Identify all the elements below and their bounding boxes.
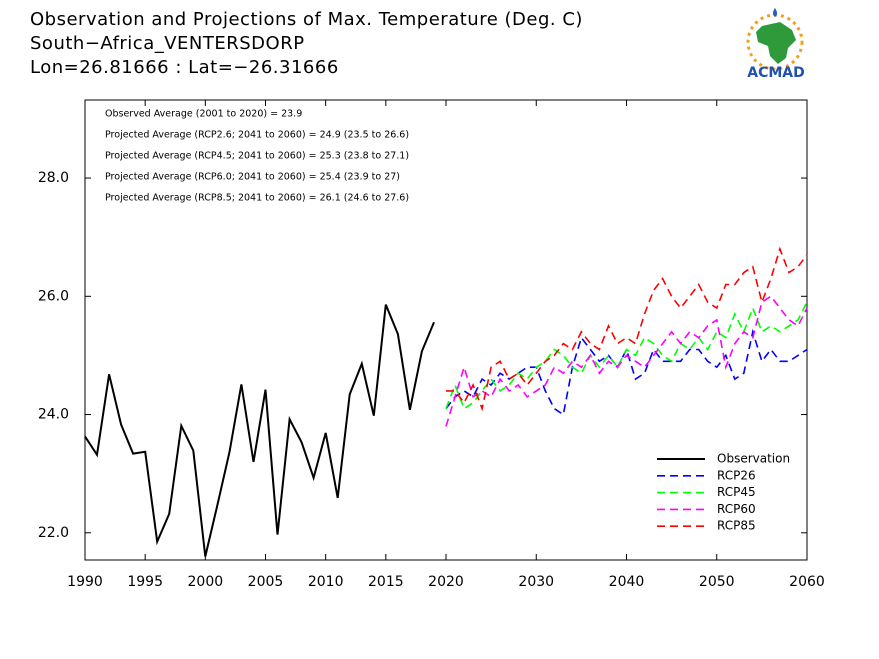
- annotation: Projected Average (RCP8.5; 2041 to 2060)…: [105, 193, 409, 204]
- legend-label: RCP85: [717, 519, 756, 533]
- annotation: Projected Average (RCP4.5; 2041 to 2060)…: [105, 151, 409, 162]
- y-tick-label: 24.0: [38, 407, 69, 423]
- legend-label: RCP26: [717, 468, 756, 482]
- x-tick-label: 2040: [609, 574, 645, 590]
- x-tick-label: 2000: [188, 574, 224, 590]
- annotation: Projected Average (RCP2.6; 2041 to 2060)…: [105, 130, 409, 141]
- series-line: [446, 246, 808, 412]
- series-line: [445, 295, 808, 427]
- series-line: [445, 328, 808, 416]
- y-tick-label: 22.0: [38, 525, 69, 541]
- logo-map: [756, 22, 796, 64]
- x-tick-label: 2005: [248, 574, 284, 590]
- logo-text: ACMAD: [747, 65, 805, 81]
- legend-label: RCP45: [717, 485, 756, 499]
- x-tick-label: 2010: [308, 574, 344, 590]
- x-tick-label: 2060: [789, 574, 825, 590]
- logo: ACMAD: [746, 8, 805, 81]
- chart-subtitle: South−Africa_VENTERSDORP: [30, 33, 305, 54]
- x-tick-label: 1990: [67, 574, 103, 590]
- x-tick-label: 2015: [368, 574, 404, 590]
- y-tick-label: 26.0: [38, 288, 69, 304]
- annotation: Projected Average (RCP6.0; 2041 to 2060)…: [105, 172, 400, 183]
- logo-drop: [773, 8, 777, 17]
- annotation: Observed Average (2001 to 2020) = 23.9: [105, 109, 302, 120]
- x-tick-label: 2030: [518, 574, 554, 590]
- y-tick-label: 28.0: [38, 170, 69, 186]
- x-tick-label: 1995: [127, 574, 163, 590]
- chart-title: Observation and Projections of Max. Temp…: [30, 9, 583, 30]
- chart-subtitle: Lon=26.81666 : Lat=−26.31666: [30, 57, 339, 78]
- series-line: [445, 301, 808, 410]
- legend-label: Observation: [717, 452, 790, 466]
- x-tick-label: 2050: [699, 574, 735, 590]
- series-line: [84, 304, 435, 557]
- legend-label: RCP60: [717, 502, 756, 516]
- x-tick-label: 2020: [428, 574, 464, 590]
